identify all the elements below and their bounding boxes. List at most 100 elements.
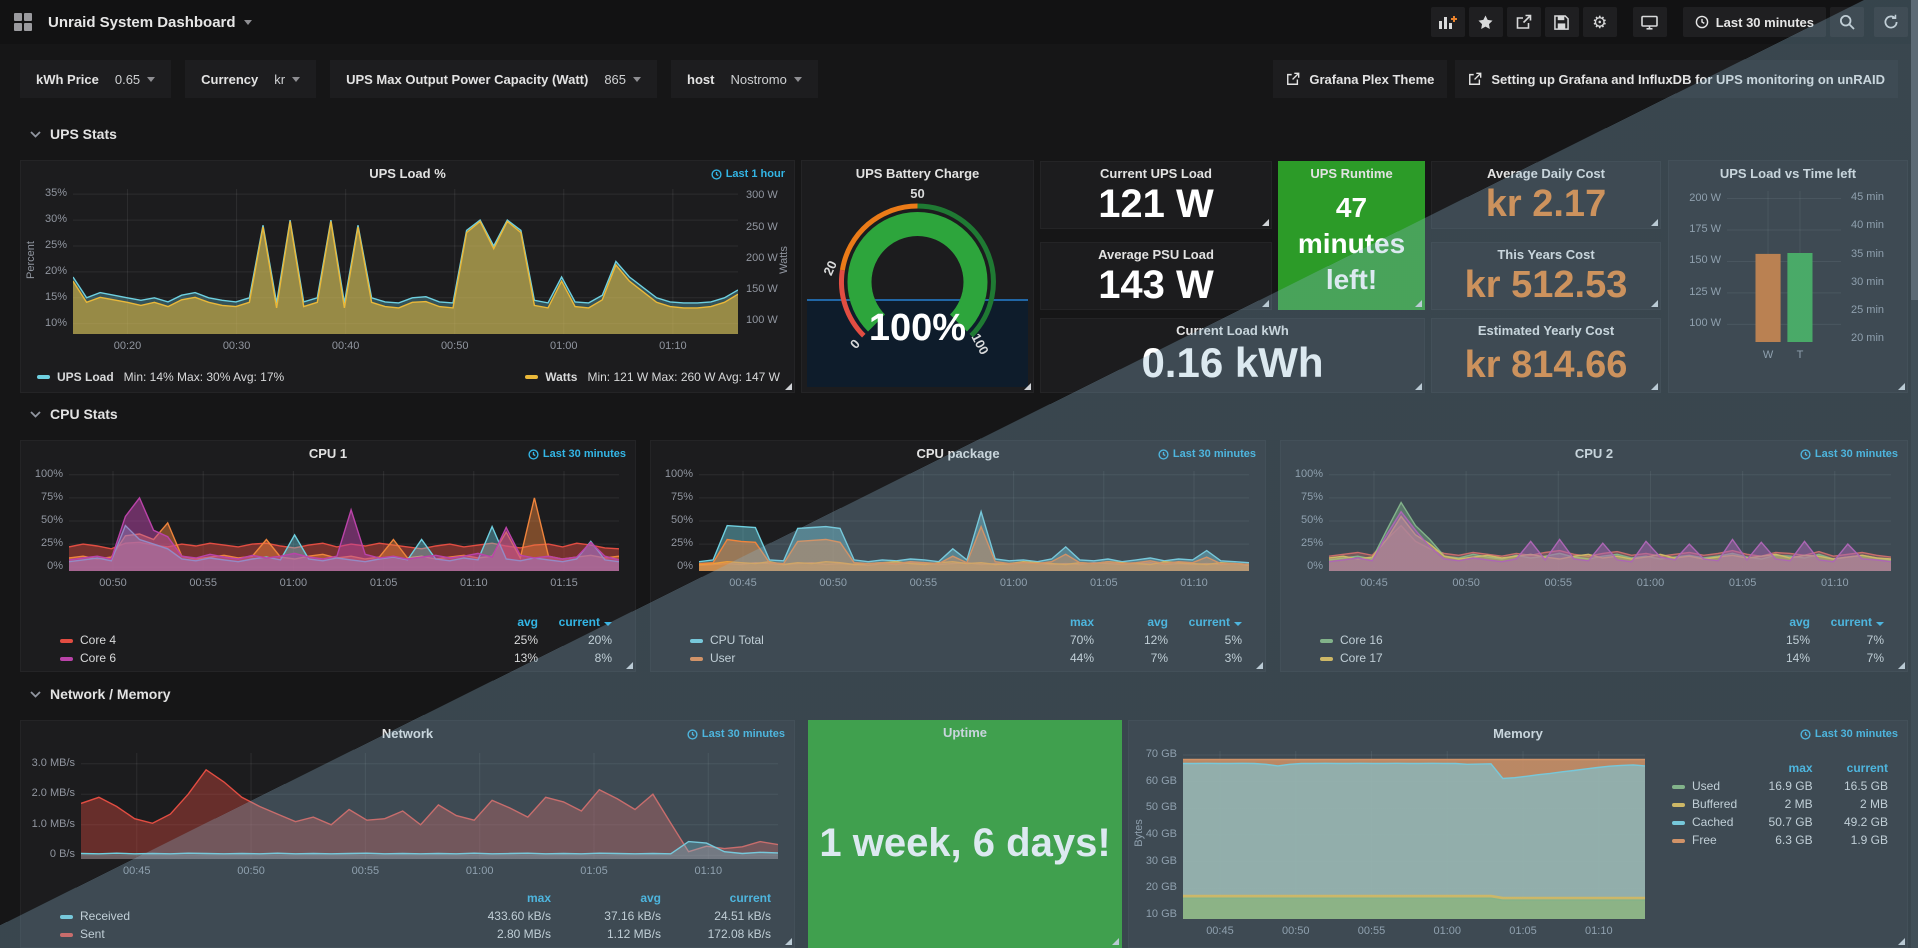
legend-sort-header[interactable]: current [1815, 613, 1889, 631]
scrollbar[interactable] [1911, 0, 1918, 948]
resize-handle[interactable] [1898, 662, 1905, 669]
share-button[interactable] [1506, 7, 1541, 37]
panel-time-range[interactable]: Last 30 minutes [528, 448, 626, 460]
panel-title[interactable]: Current Load kWh [1176, 323, 1289, 338]
scrollbar-thumb[interactable] [1911, 0, 1918, 300]
legend-sort-header[interactable]: current [1846, 761, 1888, 775]
resize-handle[interactable] [785, 383, 792, 390]
panel-time-range[interactable]: Last 30 minutes [1800, 448, 1898, 460]
resize-handle[interactable] [1112, 938, 1119, 945]
panel-title[interactable]: UPS Runtime [1310, 166, 1393, 181]
panel-title[interactable]: UPS Load % [369, 166, 446, 181]
legend-series[interactable]: Watts Min: 121 W Max: 260 W Avg: 147 W [525, 370, 780, 384]
panel-title[interactable]: CPU 2 [1574, 446, 1614, 461]
panel-title[interactable]: Average PSU Load [1098, 247, 1214, 262]
panel-title[interactable]: Current UPS Load [1100, 166, 1212, 181]
legend-sort-header[interactable]: current [729, 891, 771, 905]
legend-sort-header[interactable]: max [526, 891, 551, 905]
network-chart[interactable]: 3.0 MB/s 2.0 MB/s 1.0 MB/s 0 B/s 00:45 00:50 0… [21, 721, 794, 947]
section-cpu-stats[interactable]: CPU Stats [30, 406, 118, 422]
load-vs-time-chart[interactable]: W T 200 W 175 W 150 W 125 W 100 W 45 min 40 min 3… [1669, 161, 1907, 392]
legend-series[interactable]: UPS Load Min: 14% Max: 30% Avg: 17% [37, 370, 284, 384]
settings-button[interactable]: ⚙ [1582, 7, 1617, 37]
legend-sort-header[interactable]: avg [517, 615, 538, 629]
resize-handle[interactable] [1651, 383, 1658, 390]
legend-row: Buffered 2 MB 2 MB [1667, 795, 1893, 813]
resize-handle[interactable] [1415, 383, 1422, 390]
panel-title[interactable]: Memory [1493, 726, 1543, 741]
legend-value: 14% [1785, 651, 1810, 665]
section-ups-stats[interactable]: UPS Stats [30, 126, 117, 142]
panel-title[interactable]: UPS Load vs Time left [1719, 166, 1857, 181]
add-panel-button[interactable] [1430, 7, 1465, 37]
refresh-button[interactable] [1874, 7, 1908, 37]
panel-title[interactable]: Average Daily Cost [1486, 166, 1605, 181]
panel-title[interactable]: Estimated Yearly Cost [1477, 323, 1615, 338]
resize-handle[interactable] [1651, 300, 1658, 307]
panel-time-range[interactable]: Last 30 minutes [1800, 728, 1898, 740]
legend-series[interactable]: User [685, 649, 1025, 667]
legend-series[interactable]: Sent [55, 925, 446, 943]
memory-chart[interactable]: 70 GB 60 GB 50 GB 40 GB 30 GB 20 GB 10 GB 00:45… [1129, 721, 1907, 947]
panel-time-range[interactable]: Last 30 minutes [1158, 448, 1256, 460]
panel-title[interactable]: UPS Battery Charge [855, 166, 980, 181]
variable-currency[interactable]: Currency kr [185, 60, 317, 98]
variable-kwh-price[interactable]: kWh Price 0.65 [20, 60, 172, 98]
panel-title[interactable]: This Years Cost [1497, 247, 1595, 262]
variable-host[interactable]: host Nostromo [671, 60, 818, 98]
legend-series[interactable]: Core 4 [55, 631, 469, 649]
series-color-swatch [1672, 802, 1685, 807]
ups-load-chart[interactable]: 35% 30% 25% 20% 15% 10% 300 W 250 W 200 W 150 W 10… [21, 161, 794, 392]
legend-series[interactable]: Core 17 [1315, 649, 1741, 667]
cycle-view-button[interactable] [1632, 7, 1667, 37]
cpu-package-chart[interactable]: 100% 75% 50% 25% 0% 00:45 00:50 00:55 01:00 01:05… [651, 441, 1265, 671]
panel-title[interactable]: CPU 1 [308, 446, 348, 461]
legend-sort-header[interactable]: max [1069, 615, 1094, 629]
panel-uptime: Uptime 1 week, 6 days! [808, 720, 1122, 948]
variable-ups-max-output[interactable]: UPS Max Output Power Capacity (Watt) 865 [330, 60, 658, 98]
resize-handle[interactable] [1651, 219, 1658, 226]
legend-series[interactable]: CPU Total [685, 631, 1025, 649]
resize-handle[interactable] [1898, 938, 1905, 945]
link-grafana-plex-theme[interactable]: Grafana Plex Theme [1273, 60, 1448, 98]
legend-value: 37.16 kB/s [604, 909, 661, 923]
resize-handle[interactable] [1262, 219, 1269, 226]
legend-series[interactable]: Buffered [1667, 795, 1742, 813]
legend-series[interactable]: Received [55, 907, 446, 925]
legend-sort-header[interactable]: avg [1147, 615, 1168, 629]
legend-series[interactable]: Core 16 [1315, 631, 1741, 649]
legend-series[interactable]: Used [1667, 777, 1742, 795]
legend-sort-header[interactable]: current [543, 613, 617, 631]
panel-title[interactable]: Network [381, 726, 434, 741]
resize-handle[interactable] [1256, 662, 1263, 669]
resize-handle[interactable] [1415, 300, 1422, 307]
legend-sort-header[interactable]: avg [1789, 615, 1810, 629]
star-button[interactable] [1468, 7, 1503, 37]
legend-series[interactable]: Free [1667, 831, 1742, 849]
link-grafana-influxdb-guide[interactable]: Setting up Grafana and InfluxDB for UPS … [1455, 60, 1898, 98]
resize-handle[interactable] [1024, 383, 1031, 390]
cpu2-chart[interactable]: 100% 75% 50% 25% 0% 00:45 00:50 00:55 01:00 01:05… [1281, 441, 1907, 671]
resize-handle[interactable] [785, 938, 792, 945]
time-picker-button[interactable]: Last 30 minutes [1682, 7, 1826, 37]
resize-handle[interactable] [1262, 300, 1269, 307]
legend-sort-header[interactable]: current [1173, 613, 1247, 631]
legend-sort-header[interactable]: max [1788, 761, 1813, 775]
panel-time-range[interactable]: Last 1 hour [711, 168, 785, 180]
zoom-out-button[interactable] [1830, 7, 1864, 37]
cpu1-chart[interactable]: 100% 75% 50% 25% 0% 00:50 00:55 01:00 01:05 01:10… [21, 441, 635, 671]
dashboard-title[interactable]: Unraid System Dashboard [48, 14, 252, 31]
apps-grid-icon[interactable] [14, 13, 32, 31]
legend-series[interactable]: Cached [1667, 813, 1742, 831]
legend-sort-header[interactable]: avg [640, 891, 661, 905]
legend-series[interactable]: Core 6 [55, 649, 469, 667]
battery-gauge-chart[interactable]: 0 20 50 100 [802, 161, 1033, 392]
resize-handle[interactable] [1898, 383, 1905, 390]
panel-time-range[interactable]: Last 30 minutes [687, 728, 785, 740]
panel-title[interactable]: Uptime [942, 725, 988, 740]
series-color-swatch [1672, 838, 1685, 843]
panel-title[interactable]: CPU package [916, 446, 1000, 461]
save-button[interactable] [1544, 7, 1579, 37]
section-network-memory[interactable]: Network / Memory [30, 686, 171, 702]
resize-handle[interactable] [626, 662, 633, 669]
